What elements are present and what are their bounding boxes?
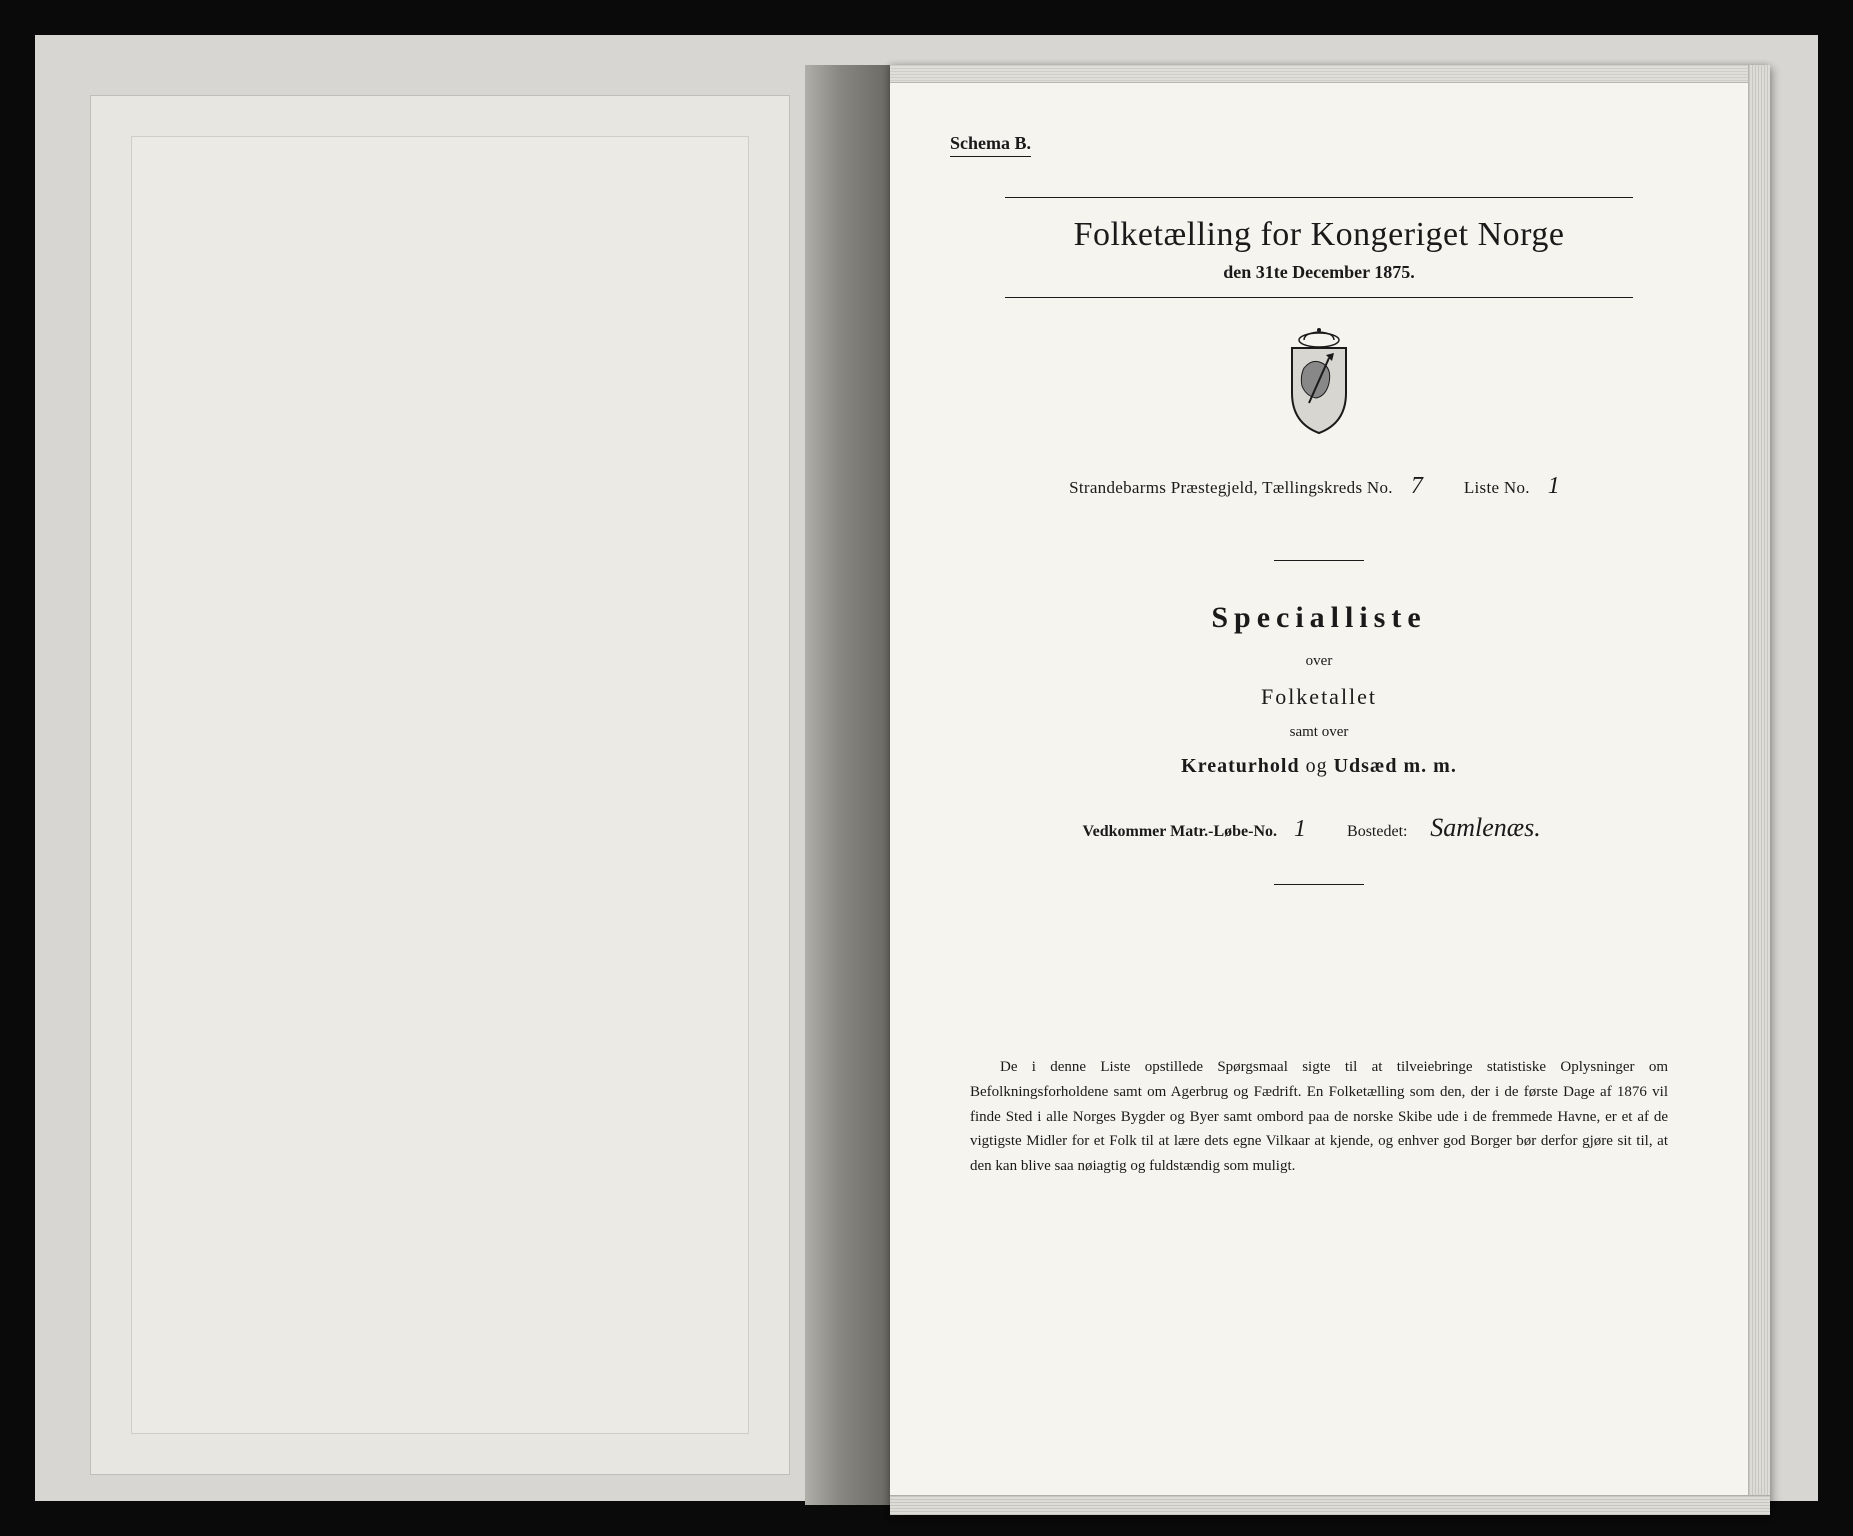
district-prefix: Strandebarms Præstegjeld, Tællingskreds … bbox=[1069, 478, 1393, 497]
liste-label: Liste No. bbox=[1464, 478, 1530, 497]
document-content: Schema B. Folketælling for Kongeriget No… bbox=[890, 83, 1748, 1495]
bostedet-value: Samlenæs. bbox=[1415, 813, 1555, 844]
specialliste-block: Specialliste over Folketallet samt over … bbox=[950, 601, 1688, 778]
page-edges-right bbox=[1748, 65, 1770, 1515]
liste-number: 1 bbox=[1539, 473, 1569, 500]
kreaturhold-line: Kreaturhold og Udsæd m. m. bbox=[950, 755, 1688, 778]
over-1: over bbox=[950, 653, 1688, 670]
district-line: Strandebarms Præstegjeld, Tællingskreds … bbox=[950, 473, 1688, 500]
schema-label: Schema B. bbox=[950, 133, 1031, 157]
kreaturhold-post: Udsæd m. m. bbox=[1334, 755, 1457, 777]
page-edges-bottom bbox=[890, 1495, 1770, 1515]
bostedet-label: Bostedet: bbox=[1347, 823, 1407, 840]
kreds-number: 7 bbox=[1402, 473, 1432, 500]
main-title: Folketælling for Kongeriget Norge bbox=[950, 216, 1688, 254]
coat-of-arms-icon bbox=[1274, 328, 1364, 438]
title-rule-bottom bbox=[1005, 297, 1632, 298]
subtitle-date: den 31te December 1875. bbox=[950, 262, 1688, 283]
specialliste-title: Specialliste bbox=[950, 601, 1688, 635]
vedkommer-line: Vedkommer Matr.-Løbe-No. 1 Bostedet: Sam… bbox=[950, 813, 1688, 844]
divider-2 bbox=[1274, 884, 1364, 885]
book-spine-shadow bbox=[805, 65, 895, 1505]
matr-number: 1 bbox=[1285, 816, 1315, 843]
left-blank-page bbox=[90, 95, 790, 1475]
left-page-frame bbox=[131, 136, 749, 1434]
vedkommer-label: Vedkommer Matr.-Løbe-No. bbox=[1083, 823, 1278, 840]
footer-paragraph: De i denne Liste opstillede Spørgsmaal s… bbox=[950, 1055, 1688, 1179]
kreaturhold-og: og bbox=[1306, 755, 1328, 777]
samt-over: samt over bbox=[950, 724, 1688, 741]
photo-background: Schema B. Folketælling for Kongeriget No… bbox=[35, 35, 1818, 1501]
right-page-stack: Schema B. Folketælling for Kongeriget No… bbox=[890, 65, 1770, 1515]
page-edges-top bbox=[890, 65, 1770, 83]
kreaturhold-pre: Kreaturhold bbox=[1181, 755, 1299, 777]
divider-1 bbox=[1274, 560, 1364, 561]
title-rule-top bbox=[1005, 197, 1632, 198]
folketallet: Folketallet bbox=[950, 684, 1688, 710]
